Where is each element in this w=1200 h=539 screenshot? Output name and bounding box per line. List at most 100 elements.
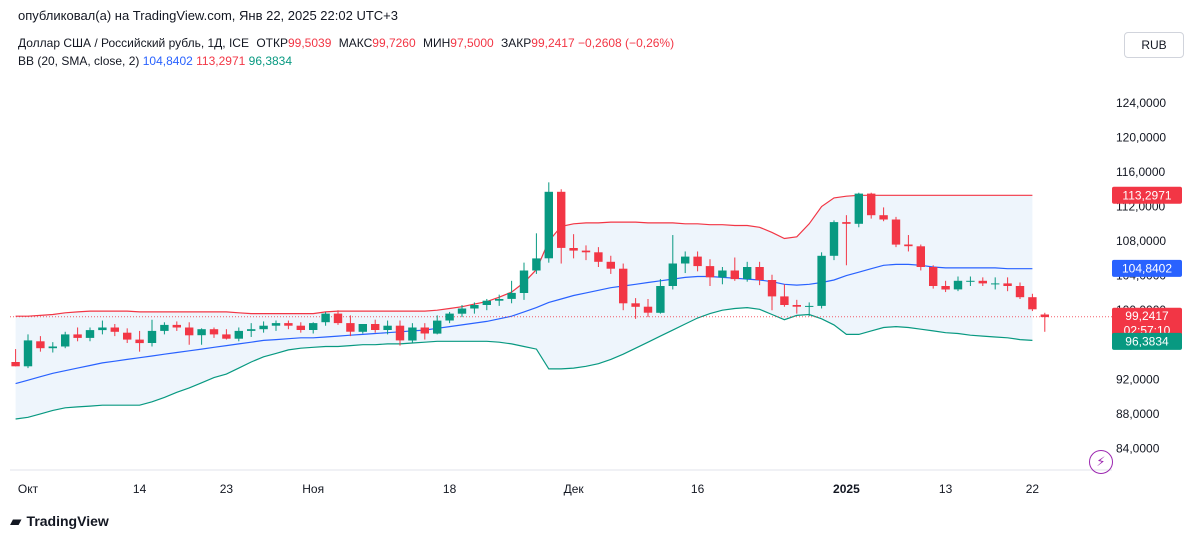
candle [743, 261, 752, 282]
candle [780, 284, 789, 307]
candle-body [581, 250, 591, 253]
candle [11, 349, 20, 367]
price-label: 113,2971 [1112, 186, 1182, 204]
candle [929, 265, 938, 289]
candle [991, 277, 1000, 290]
candle [1015, 282, 1025, 299]
candle-body [197, 329, 206, 336]
candle-body [234, 330, 243, 339]
candle-body [147, 330, 157, 343]
candle [953, 276, 963, 292]
tradingview-logo-icon: ▰ [10, 513, 22, 530]
candle-body [73, 334, 82, 338]
x-tick-label: 18 [443, 482, 457, 496]
candle-body [321, 313, 330, 323]
y-tick-label: 116,0000 [1116, 165, 1165, 179]
candle-body [916, 246, 925, 267]
tradingview-branding[interactable]: ▰ TradingView [10, 512, 109, 530]
candle-body [160, 324, 169, 331]
candle-body [482, 300, 491, 305]
candle-body [829, 222, 839, 256]
price-label-box [1112, 332, 1182, 350]
y-tick-label: 124,0000 [1116, 96, 1166, 110]
price-label-box [1112, 186, 1182, 204]
candle [259, 321, 268, 333]
candle [581, 245, 591, 261]
candle-body [433, 320, 442, 334]
candle [309, 322, 318, 334]
candle [110, 324, 119, 337]
candle [445, 311, 454, 324]
candle-body [110, 327, 119, 332]
candle [519, 262, 529, 300]
candle-body [519, 270, 529, 293]
candle-body [767, 280, 777, 297]
x-tick-label: 16 [691, 482, 705, 496]
candle [656, 279, 665, 314]
candle [966, 276, 975, 287]
bb-label[interactable]: BB (20, SMA, close, 2) [18, 54, 140, 68]
bb-basis-line [15, 263, 1033, 385]
candle [284, 320, 293, 330]
bb-upper-value: 113,2971 [196, 54, 246, 68]
candle [147, 319, 157, 347]
candle [296, 322, 305, 333]
symbol-title[interactable]: Доллар США / Российский рубль, 1Д, ICE [18, 36, 249, 50]
candle-body [755, 267, 764, 280]
candle-body [61, 334, 70, 347]
candle-body [730, 270, 739, 280]
candle [470, 302, 479, 314]
candle [482, 298, 491, 311]
high-label: МАКС [338, 36, 373, 50]
candle-body [668, 263, 677, 286]
lightning-icon[interactable]: ⚡ [1089, 450, 1113, 474]
candle [457, 305, 467, 318]
candle-body [867, 193, 876, 216]
candle [978, 277, 987, 287]
candle-body [296, 325, 305, 330]
candle [197, 328, 206, 345]
candle-body [222, 334, 231, 339]
candle [941, 280, 950, 293]
candle-body [247, 329, 256, 331]
candle [681, 251, 690, 274]
candle-body [978, 280, 987, 284]
candle [668, 235, 677, 290]
candle-body [271, 323, 281, 326]
candle [395, 320, 405, 346]
candle-body [594, 252, 603, 262]
symbol-legend: Доллар США / Российский рубль, 1Д, ICE О… [18, 36, 674, 50]
candle-body [879, 215, 888, 220]
candle-body [1040, 314, 1049, 318]
candle [209, 327, 219, 338]
candle [891, 216, 901, 248]
candle-body [966, 280, 975, 282]
candle-body [309, 323, 318, 330]
x-tick-label: 14 [133, 482, 147, 496]
candle [1003, 277, 1012, 292]
currency-button[interactable]: RUB [1124, 32, 1184, 58]
price-label-box [1112, 307, 1182, 340]
candle-body [991, 283, 1000, 285]
candle-body [36, 341, 45, 349]
candle [321, 311, 330, 326]
low-label: МИН [423, 36, 451, 50]
candle [333, 310, 343, 325]
candle [730, 257, 739, 281]
bb-legend: BB (20, SMA, close, 2) 104,8402 113,2971… [18, 54, 292, 68]
candle-body [891, 219, 901, 245]
candle-body [854, 193, 863, 224]
candle-body [259, 325, 268, 330]
candle-body [792, 305, 801, 307]
candle [172, 321, 181, 331]
x-tick-label: 22 [1026, 482, 1040, 496]
candle [408, 323, 417, 344]
bb-lower-line [15, 306, 1033, 420]
candle-body [470, 305, 479, 309]
candle [544, 182, 553, 263]
candle [817, 252, 826, 309]
candle-body [953, 280, 963, 290]
x-tick-label: 23 [220, 482, 234, 496]
high-value: 99,7260 [372, 36, 416, 50]
